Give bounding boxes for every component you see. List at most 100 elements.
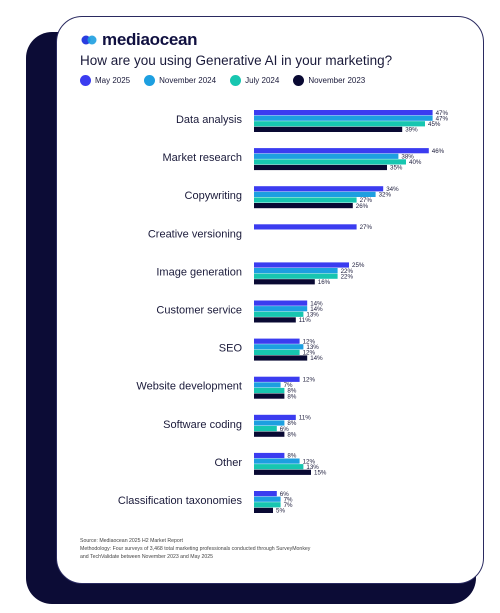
legend-item-november-2024: November 2024 [144, 75, 216, 86]
legend-item-july-2024: July 2024 [230, 75, 279, 86]
bar-november-2024 [254, 344, 304, 350]
bar-value-label: 15% [314, 470, 327, 477]
bar-november-2024 [254, 458, 300, 464]
bar-july-2024 [254, 349, 300, 355]
bar-value-label: 35% [390, 165, 403, 172]
bar-may-2025 [254, 186, 384, 192]
legend-dot-icon [80, 75, 91, 86]
bar-value-label: 5% [276, 508, 285, 515]
bar-november-2024 [254, 153, 399, 159]
bar-may-2025 [254, 414, 296, 420]
bar-group-other: Other 8% 12%13%15% [214, 453, 326, 477]
category-label: Other [214, 457, 242, 469]
bar-value-label: 45% [428, 121, 441, 128]
bar-july-2024 [254, 121, 425, 127]
bar-may-2025 [254, 224, 357, 230]
bar-november-2023 [254, 317, 296, 323]
bar-november-2023 [254, 507, 273, 513]
bar-value-label: 14% [310, 355, 323, 362]
legend-label: November 2024 [159, 76, 217, 85]
bar-value-label: 12% [303, 338, 316, 345]
category-label: Copywriting [185, 190, 242, 202]
bar-group-copywriting: Copywriting 34%32% 27%26% [185, 186, 400, 210]
bar-july-2024 [254, 273, 338, 279]
bar-value-label: 12% [303, 377, 316, 384]
bar-november-2023 [254, 164, 387, 171]
brand-logo: mediaocean [80, 30, 198, 50]
legend-item-november-2023: November 2023 [293, 75, 365, 86]
bar-value-label: 47% [436, 110, 449, 117]
bar-value-label: 12% [303, 350, 316, 357]
bar-value-label: 46% [432, 148, 445, 155]
bar-november-2024 [254, 191, 376, 197]
bar-value-label: 22% [341, 273, 354, 280]
bar-november-2024 [254, 382, 281, 388]
bar-value-label: 7% [284, 382, 293, 389]
bar-may-2025 [254, 338, 300, 344]
legend-dot-icon [144, 75, 156, 86]
bar-july-2024 [254, 311, 304, 317]
category-label: Website development [136, 381, 242, 393]
bar-value-label: 8% [287, 420, 296, 427]
bar-value-label: 39% [405, 127, 418, 134]
bar-july-2024 [254, 159, 406, 165]
bar-november-2023 [254, 393, 285, 399]
category-label: Software coding [163, 419, 242, 431]
category-label: Market research [163, 152, 242, 164]
bar-november-2023 [254, 203, 353, 209]
bar-value-label: 16% [318, 279, 331, 286]
bar-value-label: 14% [310, 306, 323, 313]
bar-value-label: 6% [280, 491, 289, 498]
bar-value-label: 27% [360, 224, 373, 231]
bar-value-label: 6% [280, 426, 289, 433]
bar-july-2024 [254, 502, 281, 508]
legend-label: July 2024 [245, 76, 280, 85]
bar-value-label: 40% [409, 159, 422, 166]
bar-value-label: 13% [306, 464, 319, 471]
legend-item-may-2025: May 2025 [80, 75, 130, 86]
bar-value-label: 11% [299, 415, 311, 422]
bar-value-label: 13% [306, 344, 319, 351]
legend-label: November 2023 [308, 76, 366, 85]
bar-november-2023 [254, 469, 311, 475]
footnote-source: Source: Mediaocean 2025 H2 Market Report [80, 538, 183, 544]
bar-july-2024 [254, 464, 304, 470]
footnote-methodology-continued: and TechValidate between November 2023 a… [80, 554, 214, 560]
category-label: SEO [219, 343, 243, 355]
bar-value-label: 8% [287, 388, 296, 395]
footnote-methodology: Methodology: Four surveys of 3,468 total… [80, 546, 311, 552]
bar-value-label: 13% [306, 312, 319, 319]
bar-value-label: 26% [356, 203, 369, 210]
brand-name: mediaocean [102, 30, 198, 49]
bar-value-label: 27% [360, 197, 373, 204]
bar-value-label: 34% [386, 186, 399, 193]
bar-value-label: 12% [303, 458, 316, 465]
bar-value-label: 7% [284, 496, 293, 503]
mediaocean-logo-icon [81, 35, 97, 45]
category-label: Classification taxonomies [118, 495, 243, 507]
chart-legend: May 2025 November 2024 July 2024 Novembe… [80, 75, 365, 86]
bar-july-2024 [254, 426, 277, 432]
bar-value-label: 22% [341, 268, 354, 275]
bar-november-2023 [254, 431, 285, 437]
bar-november-2023 [254, 355, 308, 361]
bar-november-2023 [254, 279, 315, 285]
bar-value-label: 11% [299, 317, 311, 324]
bar-july-2024 [254, 197, 357, 203]
legend-dot-icon [230, 75, 242, 86]
bar-may-2025 [254, 262, 349, 268]
bar-july-2024 [254, 387, 285, 394]
legend-label: May 2025 [95, 76, 131, 85]
bar-may-2025 [254, 376, 300, 382]
bar-november-2024 [254, 496, 281, 502]
bar-november-2024 [254, 306, 308, 312]
bar-may-2025 [254, 110, 433, 116]
category-label: Creative versioning [148, 228, 242, 240]
category-label: Customer service [156, 305, 242, 317]
bar-may-2025 [254, 148, 429, 154]
